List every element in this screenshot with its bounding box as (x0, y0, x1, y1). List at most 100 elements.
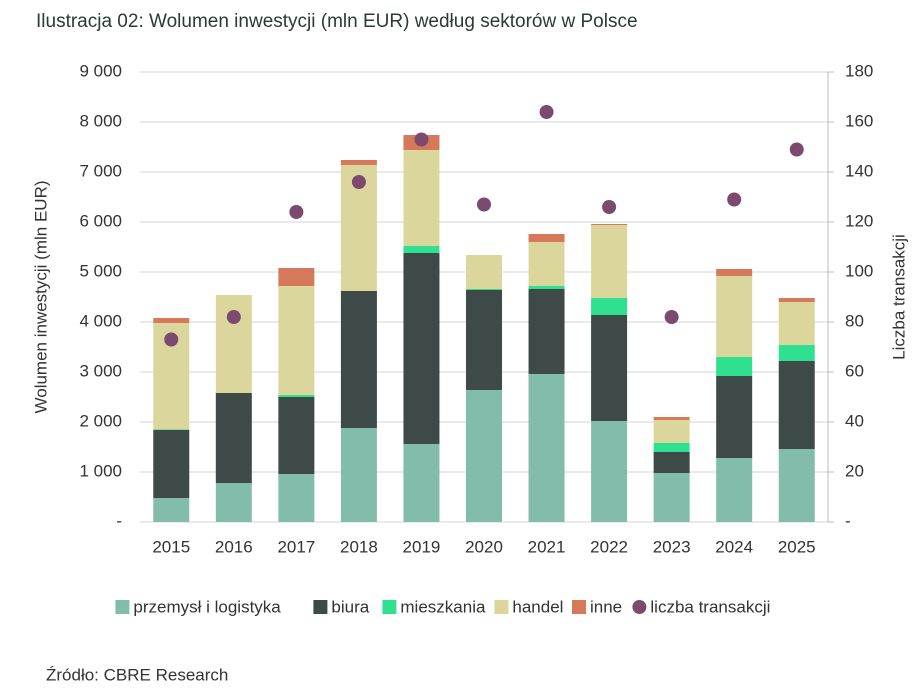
legend-marker (632, 600, 647, 614)
bar-segment (278, 397, 315, 474)
bar-segment (278, 474, 315, 522)
x-tick-label: 2022 (590, 537, 628, 556)
bar-segment (340, 428, 377, 522)
x-tick-label: 2021 (528, 537, 566, 556)
legend-label: liczba transakcji (650, 597, 770, 616)
bar-segment (466, 390, 502, 522)
x-tick-label: 2025 (778, 537, 816, 556)
bar-segment (466, 289, 502, 290)
y-tick-label: 7 000 (79, 161, 122, 180)
bar-segment (153, 430, 190, 498)
transaction-dot (164, 332, 179, 347)
x-tick-label: 2020 (465, 537, 503, 556)
source: Źródło: CBRE Research (46, 665, 228, 684)
bar-segment (653, 443, 690, 452)
bar-segment (653, 417, 690, 420)
x-tick-label: 2018 (340, 537, 378, 556)
bar-segment (778, 298, 815, 302)
y-tick-label: 8 000 (79, 111, 122, 130)
bar-segment (340, 160, 377, 165)
legend-label: biura (331, 597, 369, 616)
bar-segment (591, 315, 628, 421)
y-tick-label: - (116, 511, 122, 530)
transaction-dot (414, 132, 429, 147)
x-tick-label: 2016 (215, 537, 253, 556)
bar-segment (403, 253, 440, 444)
bar-segment (591, 298, 628, 315)
y-tick-label: 2 000 (79, 411, 122, 430)
bar-segment (153, 498, 190, 522)
bar-segment (653, 473, 690, 522)
bar-segment (591, 225, 628, 298)
transaction-dot (477, 197, 491, 212)
x-tick-label: 2019 (403, 537, 441, 556)
y2-tick-label: 60 (845, 361, 864, 380)
bar-segment (778, 345, 815, 361)
bar-segment (591, 224, 628, 225)
legend-marker (572, 600, 586, 614)
legend-marker (115, 600, 130, 614)
bar-segment (778, 302, 815, 345)
x-tick-label: 2023 (653, 537, 691, 556)
bar-segment (153, 429, 190, 430)
y-tick-label: 4 000 (79, 311, 122, 330)
y2-tick-label: 160 (845, 111, 873, 130)
y-tick-label: 3 000 (79, 361, 122, 380)
y-tick-label: 5 000 (79, 261, 122, 280)
bar-segment (278, 286, 315, 395)
bar-segment (403, 246, 440, 253)
bar-segment (528, 234, 565, 242)
legend-label: handel (512, 597, 563, 616)
legend-label: przemysł i logistyka (133, 597, 281, 616)
legend-marker (313, 600, 328, 614)
x-tick-label: 2017 (277, 537, 315, 556)
transaction-dot (226, 310, 241, 324)
legend-label: inne (590, 597, 622, 616)
x-tick-label: 2024 (715, 537, 753, 556)
bar-segment (528, 374, 565, 522)
y2-tick-label: 180 (845, 61, 873, 80)
y2-tick-label: 120 (845, 211, 873, 230)
bar-segment (215, 483, 252, 522)
legend-marker (382, 600, 397, 614)
y2-tick-label: 100 (845, 261, 873, 280)
bar-segment (340, 291, 377, 428)
bar-segment (528, 289, 565, 374)
bar-segment (716, 276, 753, 357)
bar-segment (716, 376, 753, 458)
y2-tick-label: 80 (845, 311, 864, 330)
y2-tick-label: - (845, 511, 851, 530)
bar-segment (278, 395, 315, 397)
bar-segment (403, 444, 440, 522)
x-tick-label: 2015 (152, 537, 190, 556)
bar-segment (716, 357, 753, 376)
y-tick-label: 6 000 (79, 211, 122, 230)
y-tick-label: 1 000 (79, 461, 122, 480)
transaction-dot (351, 175, 366, 189)
y2-tick-label: 40 (845, 411, 864, 430)
bar-segment (466, 290, 502, 390)
bar-segment (528, 286, 565, 289)
transaction-dot (539, 105, 554, 119)
y-tick-label: 9 000 (79, 61, 122, 80)
y2-axis-title: Liczba transakcji (889, 234, 908, 360)
chart-title: Ilustracja 02: Wolumen inwestycji (mln E… (36, 11, 638, 32)
bar-segment (653, 452, 690, 473)
transaction-dot (289, 205, 304, 219)
y-axis-title: Wolumen inwestycji (mln EUR) (31, 180, 50, 413)
bar-segment (528, 242, 565, 286)
bar-segment (591, 421, 628, 522)
bar-segment (778, 449, 815, 522)
legend-marker (494, 600, 509, 614)
bar-segment (215, 393, 252, 483)
bar-segment (403, 150, 440, 246)
bar-segment (653, 420, 690, 443)
bar-segment (716, 269, 753, 276)
legend-label: mieszkania (400, 597, 486, 616)
y2-tick-label: 140 (845, 161, 873, 180)
bar-segment (716, 458, 753, 522)
bar-segment (278, 268, 315, 286)
bar-segment (153, 318, 190, 323)
transaction-dot (602, 200, 617, 214)
